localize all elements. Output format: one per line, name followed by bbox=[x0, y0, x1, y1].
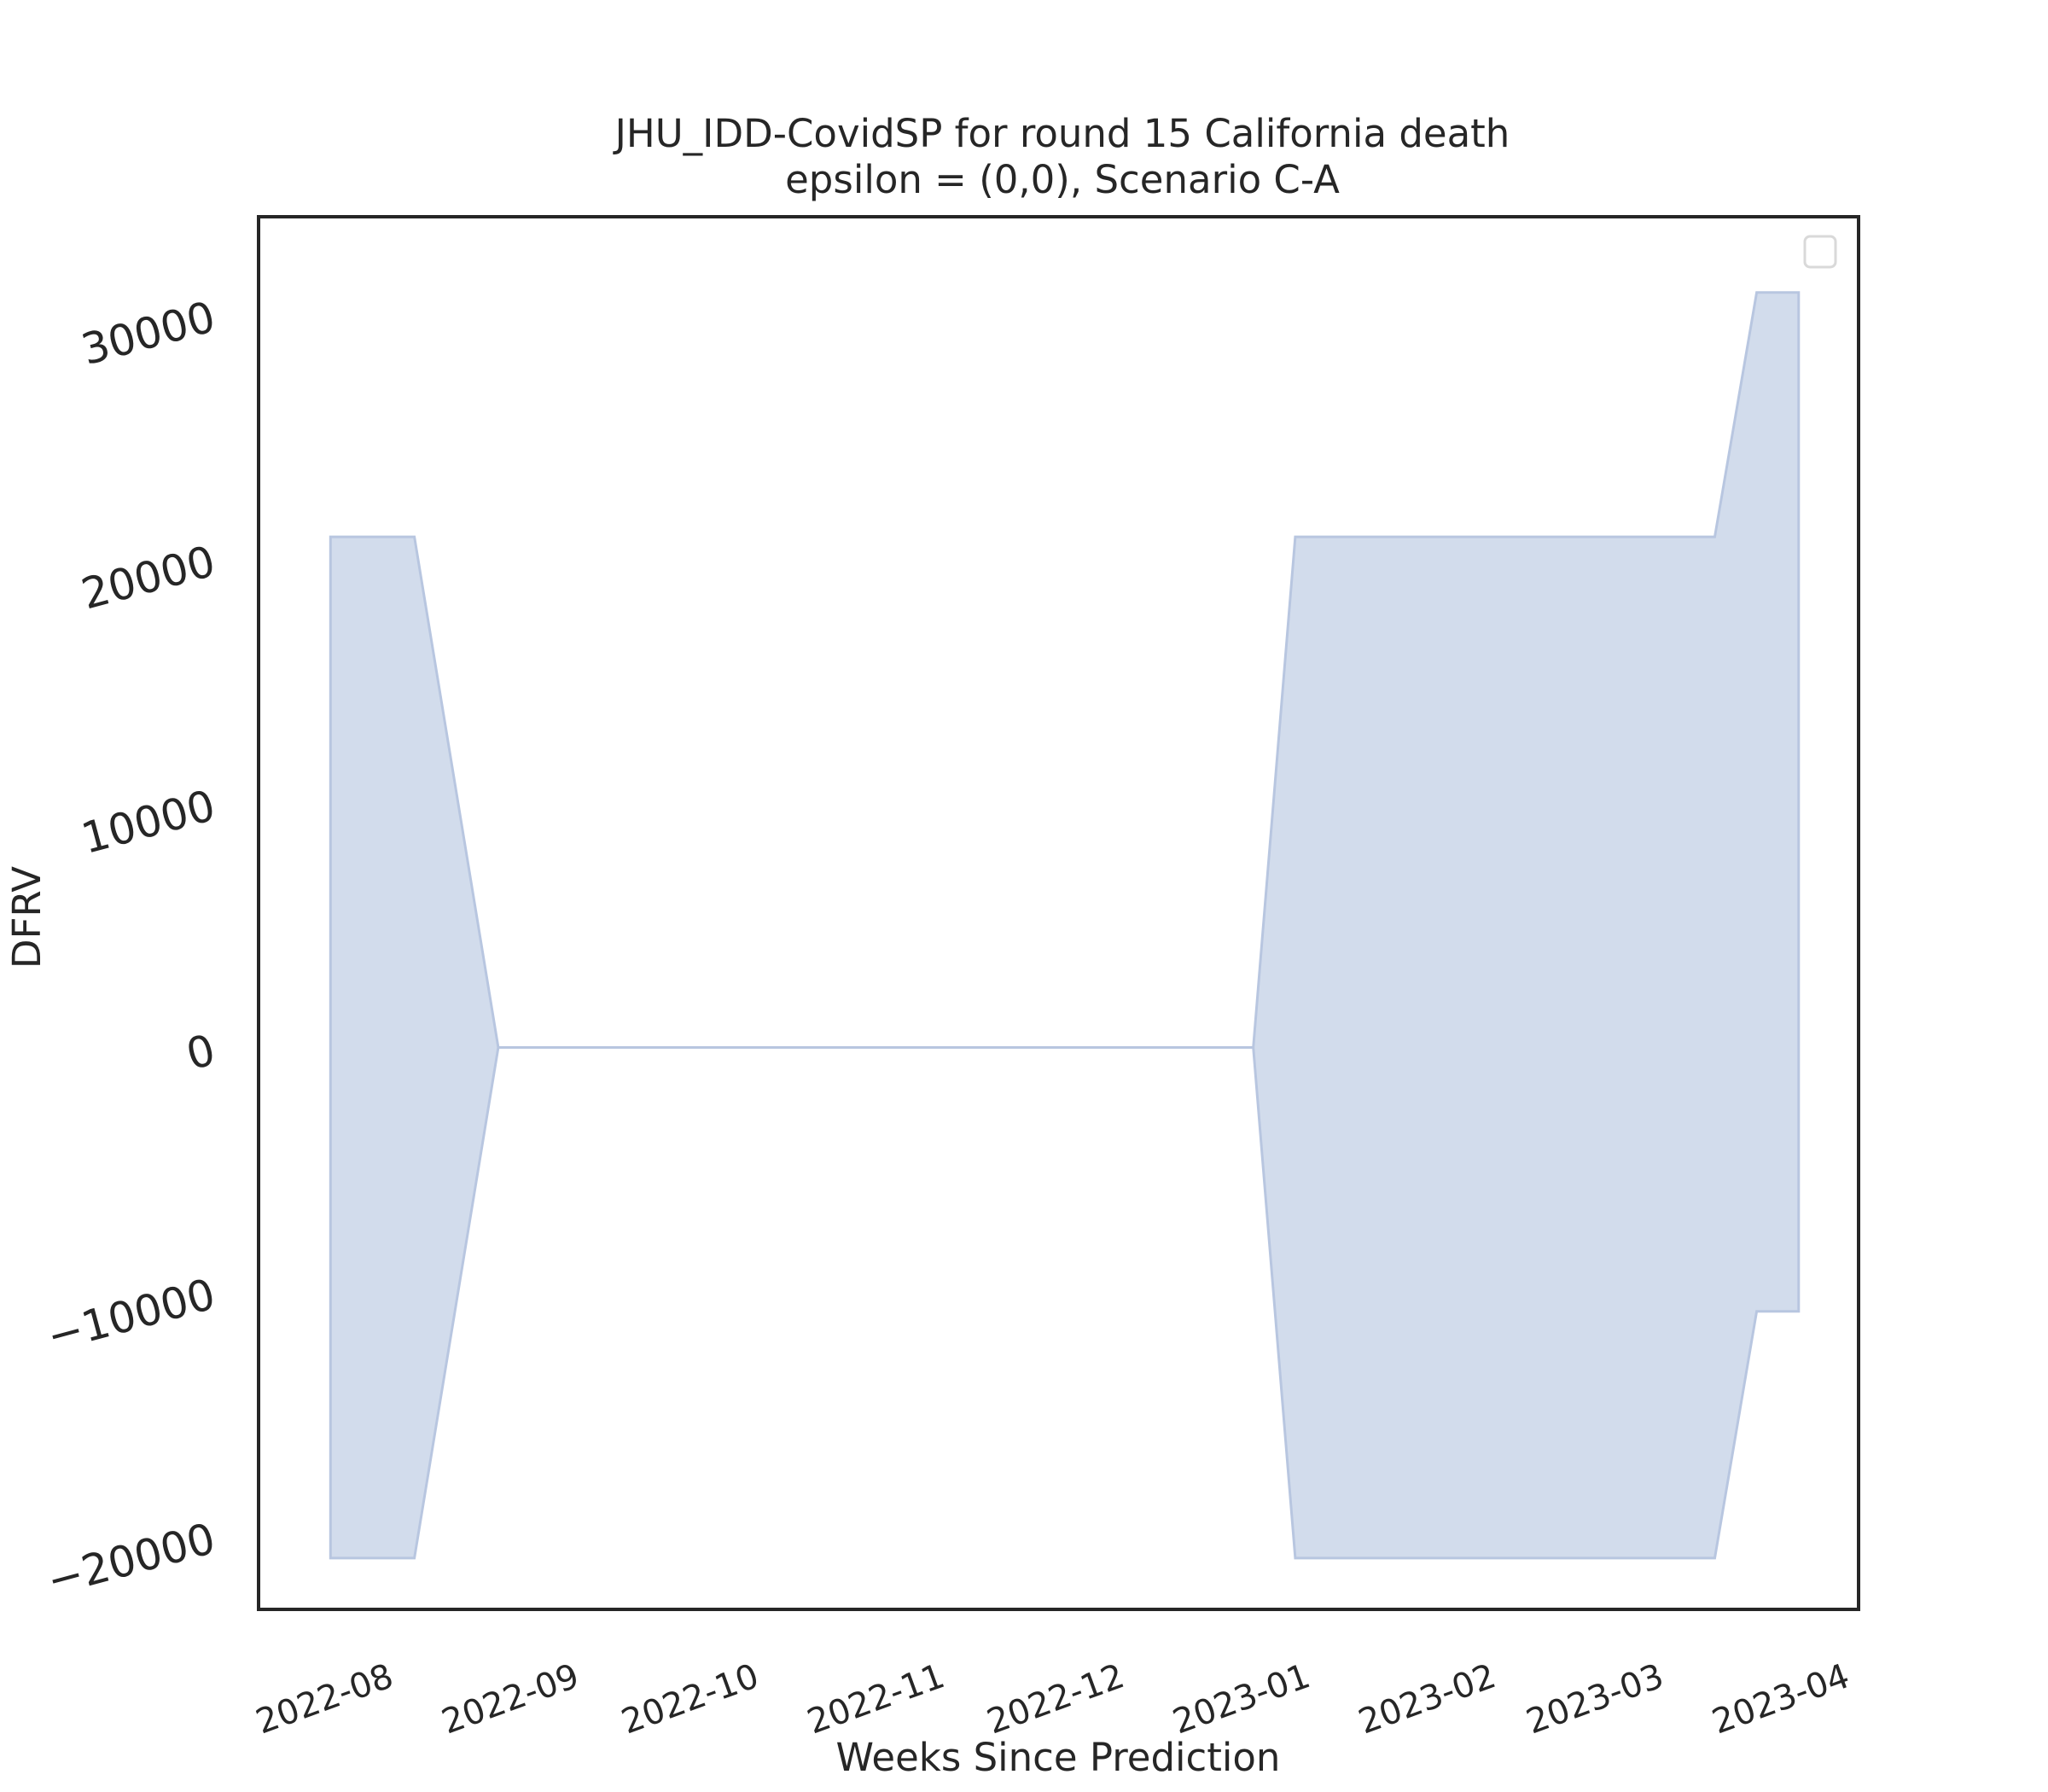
x-axis-label: Weeks Since Prediction bbox=[836, 1735, 1281, 1780]
y-tick-label: 10000 bbox=[76, 781, 220, 864]
legend-box bbox=[1803, 235, 1837, 269]
uncertainty-band bbox=[329, 291, 1801, 1560]
y-tick-label: 20000 bbox=[76, 536, 220, 619]
chart-title: JHU_IDD-CovidSP for round 15 California … bbox=[613, 111, 1510, 156]
x-tick-label: 2022-09 bbox=[437, 1656, 585, 1742]
x-tick-label: 2023-02 bbox=[1353, 1656, 1501, 1742]
y-axis-label: DFRV bbox=[4, 866, 49, 969]
x-tick-label: 2022-11 bbox=[802, 1656, 950, 1742]
plot-area bbox=[329, 291, 1801, 1560]
plot-frame bbox=[257, 215, 1860, 1611]
x-tick-label: 2022-12 bbox=[982, 1656, 1130, 1742]
x-tick-label: 2022-10 bbox=[616, 1656, 764, 1742]
x-tick-label: 2022-08 bbox=[251, 1656, 399, 1742]
y-tick-label: −10000 bbox=[42, 1269, 220, 1361]
x-axis: 2022-08 2022-09 2022-10 2022-11 2022-12 2023-… bbox=[251, 1656, 1854, 1742]
x-tick-label: 2023-01 bbox=[1168, 1656, 1316, 1742]
y-axis: −20000 −10000 0 10000 20000 30000 bbox=[42, 292, 220, 1606]
x-tick-label: 2023-03 bbox=[1521, 1656, 1669, 1742]
y-tick-label: 30000 bbox=[76, 292, 220, 375]
y-tick-label: 0 bbox=[181, 1025, 220, 1079]
x-tick-label: 2023-04 bbox=[1708, 1656, 1855, 1742]
y-tick-label: −20000 bbox=[42, 1514, 220, 1606]
chart-subtitle: epsilon = (0,0), Scenario C-A bbox=[785, 157, 1340, 202]
